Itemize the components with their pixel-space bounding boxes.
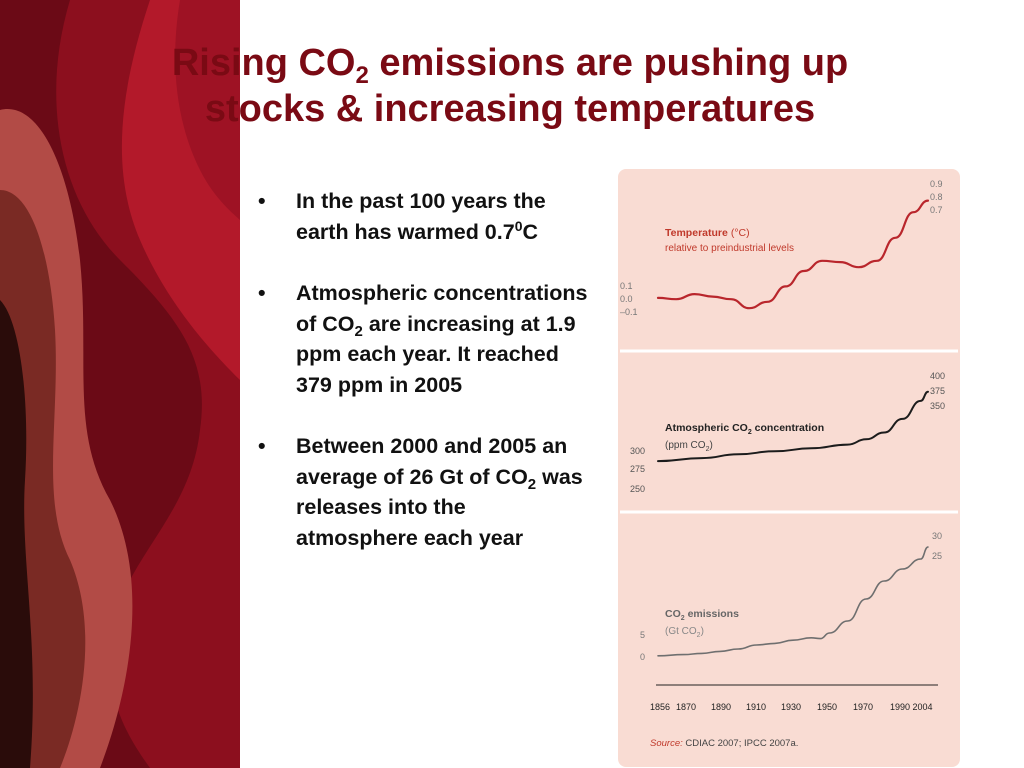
bullet-symbol: • bbox=[258, 434, 266, 458]
co2-emissions-chart: CO2 emissions (Gt CO2) 5 0 30 25 bbox=[640, 531, 942, 662]
temperature-chart-title: Temperature (°C) bbox=[665, 227, 750, 239]
climate-figure: Temperature (°C) relative to preindustria… bbox=[618, 169, 960, 767]
bullet-text: In the past 100 years the earth has warm… bbox=[296, 189, 546, 244]
y-tick-label: 275 bbox=[630, 464, 645, 474]
title-line-2: stocks & increasing temperatures bbox=[204, 88, 816, 130]
slide-title: Rising CO2 emissions are pushing up stoc… bbox=[110, 40, 910, 132]
bullet-superscript: 0 bbox=[514, 217, 523, 234]
co2-concentration-unit: (ppm CO2) bbox=[665, 440, 713, 453]
temperature-chart-subtitle: relative to preindustrial levels bbox=[665, 243, 794, 254]
co2-concentration-title: Atmospheric CO2 concentration bbox=[665, 422, 824, 436]
bullet-text: Between 2000 and 2005 an average of 26 G… bbox=[296, 434, 568, 489]
y-tick-label: 0.9 bbox=[930, 179, 943, 189]
y-tick-label: 0.8 bbox=[930, 192, 943, 202]
bullet-text-end: was releases into the atmosphere each ye… bbox=[296, 464, 583, 550]
bullet-list: • In the past 100 years the earth has wa… bbox=[258, 186, 588, 584]
figure-panel bbox=[618, 169, 960, 767]
title-part-2: emissions are pushing up bbox=[368, 42, 849, 84]
title-part-1: Rising CO bbox=[171, 42, 356, 84]
x-tick-label: 1930 bbox=[781, 702, 801, 712]
y-tick-label: 0.1 bbox=[620, 281, 633, 291]
x-tick-label: 1910 bbox=[746, 702, 766, 712]
co2-emissions-title: CO2 emissions bbox=[665, 608, 739, 622]
title-subscript: 2 bbox=[355, 62, 369, 89]
bullet-text: Atmospheric concentrations of CO bbox=[296, 281, 588, 336]
co2-emissions-series-line bbox=[657, 546, 929, 657]
bullet-text-end: are increasing at 1.9 ppm each year. It … bbox=[296, 311, 576, 397]
y-tick-label: 0.7 bbox=[930, 205, 943, 215]
y-tick-label: –0.1 bbox=[620, 307, 638, 317]
temperature-series-line bbox=[656, 199, 930, 310]
bullet-subscript: 2 bbox=[527, 475, 537, 493]
bullet-item: • In the past 100 years the earth has wa… bbox=[258, 186, 588, 247]
x-tick-label: 1890 bbox=[711, 702, 731, 712]
y-tick-label: 375 bbox=[930, 386, 945, 396]
y-tick-label: 30 bbox=[932, 531, 942, 541]
x-tick-label: 1856 bbox=[650, 702, 670, 712]
x-axis-ticks: 1856 1870 1890 1910 1930 1950 1970 1990 … bbox=[650, 702, 933, 712]
bullet-item: • Atmospheric concentrations of CO2 are … bbox=[258, 278, 588, 400]
x-tick-label: 1870 bbox=[676, 702, 696, 712]
bullet-symbol: • bbox=[258, 189, 266, 213]
co2-concentration-chart: Atmospheric CO2 concentration (ppm CO2) … bbox=[630, 371, 945, 494]
y-tick-label: 25 bbox=[932, 551, 942, 561]
y-tick-label: 350 bbox=[930, 401, 945, 411]
bullet-symbol: • bbox=[258, 281, 266, 305]
y-tick-label: 0 bbox=[640, 652, 645, 662]
decorative-background-art bbox=[0, 0, 240, 768]
x-tick-label: 1950 bbox=[817, 702, 837, 712]
y-tick-label: 400 bbox=[930, 371, 945, 381]
x-tick-label: 1970 bbox=[853, 702, 873, 712]
y-tick-label: 250 bbox=[630, 484, 645, 494]
temperature-chart: Temperature (°C) relative to preindustria… bbox=[620, 179, 943, 317]
bullet-text-end: C bbox=[522, 219, 539, 244]
x-tick-label: 1990 2004 bbox=[890, 702, 933, 712]
source-note: Source: CDIAC 2007; IPCC 2007a. bbox=[650, 738, 798, 749]
co2-concentration-series-line bbox=[657, 390, 929, 463]
y-tick-label: 5 bbox=[640, 630, 645, 640]
y-tick-label: 0.0 bbox=[620, 294, 633, 304]
y-tick-label: 300 bbox=[630, 446, 645, 456]
co2-emissions-unit: (Gt CO2) bbox=[665, 626, 704, 639]
bullet-subscript: 2 bbox=[354, 322, 363, 340]
bullet-item: • Between 2000 and 2005 an average of 26… bbox=[258, 431, 588, 553]
